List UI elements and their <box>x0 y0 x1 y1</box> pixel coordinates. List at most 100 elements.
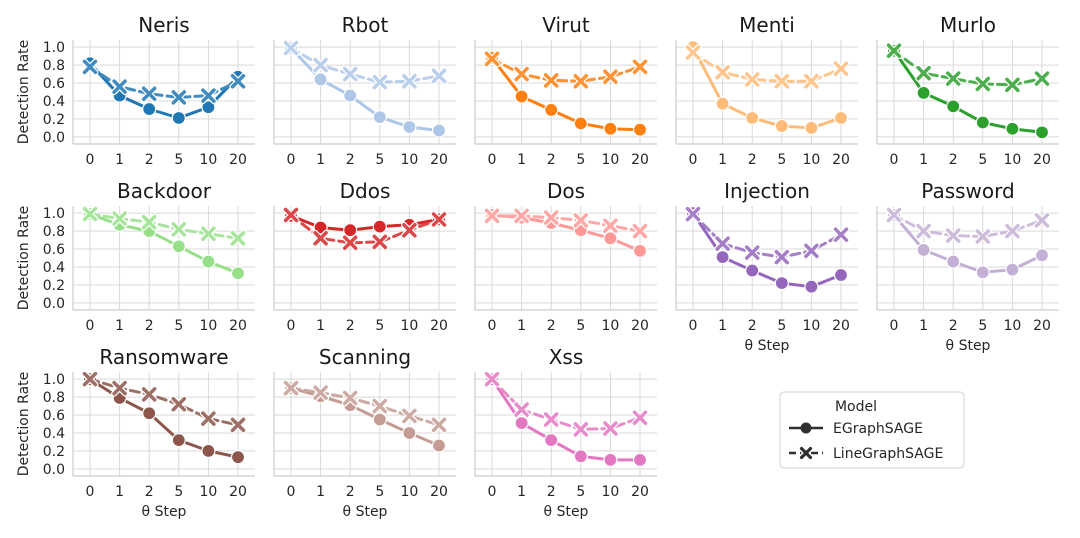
point-egraphsage <box>171 239 186 254</box>
x-tick-label: 2 <box>145 318 154 334</box>
x-marker-stroke <box>975 229 991 244</box>
panel-title: Backdoor <box>117 179 212 203</box>
x-tick-label: 0 <box>287 484 296 500</box>
x-tick-label: 5 <box>576 152 585 168</box>
point-egraphsage <box>230 450 246 465</box>
point-egraphsage <box>745 110 760 126</box>
y-tick-label: 0.0 <box>43 296 65 312</box>
x-tick-label: 5 <box>777 152 786 168</box>
x-tick-label: 2 <box>748 318 757 334</box>
legend: Model EGraphSAGE LineGraphSAGE <box>779 391 965 469</box>
x-tick-label: 0 <box>689 152 698 168</box>
x-axis-label: θ Step <box>946 338 991 354</box>
x-tick-label: 10 <box>601 318 619 334</box>
x-tick-label: 1 <box>718 318 727 334</box>
x-marker-stroke <box>431 417 447 433</box>
point-egraphsage <box>171 110 186 126</box>
point-linegraphsage <box>229 229 247 247</box>
point-linegraphsage <box>140 385 158 403</box>
x-marker-stroke <box>945 228 961 243</box>
x-tick-label: 2 <box>346 152 355 168</box>
x-marker-stroke <box>685 206 701 222</box>
panel-title: Ransomware <box>99 345 228 369</box>
x-marker-stroke <box>833 227 849 242</box>
point-linegraphsage <box>915 64 933 82</box>
point-egraphsage <box>632 452 648 467</box>
x-tick-label: 0 <box>86 318 95 334</box>
x-tick-label: 1 <box>517 318 526 334</box>
x-tick-label: 0 <box>488 318 497 334</box>
point-linegraphsage <box>312 229 330 247</box>
x-tick-label: 2 <box>748 152 757 168</box>
x-tick-label: 2 <box>547 318 556 334</box>
legend-marker-linegraphsage <box>799 446 813 460</box>
x-marker-stroke <box>1034 71 1050 86</box>
x-marker-stroke <box>774 249 790 265</box>
x-tick-label: 5 <box>174 152 183 168</box>
point-linegraphsage <box>430 416 448 434</box>
point-egraphsage <box>142 406 157 421</box>
x-marker-stroke <box>804 73 819 89</box>
point-egraphsage <box>431 123 447 138</box>
y-tick-label: 0.4 <box>43 260 65 276</box>
x-marker-stroke <box>82 371 98 387</box>
x-marker-stroke <box>230 417 246 433</box>
point-linegraphsage <box>1003 222 1021 240</box>
x-marker-stroke <box>141 86 157 102</box>
point-linegraphsage <box>282 39 300 57</box>
x-marker-stroke <box>1034 213 1050 228</box>
point-linegraphsage <box>81 58 99 76</box>
point-linegraphsage <box>572 211 590 229</box>
point-linegraphsage <box>341 234 359 252</box>
x-marker-stroke <box>431 68 447 84</box>
x-marker-stroke <box>804 243 819 259</box>
point-egraphsage <box>603 452 618 467</box>
x-marker-stroke <box>171 397 187 412</box>
point-linegraphsage <box>430 210 448 228</box>
point-linegraphsage <box>282 206 300 224</box>
y-tick-label: 0.2 <box>43 444 65 460</box>
panel-murlo: Murlo 0 1 2 5 10 20 <box>876 13 1059 168</box>
point-egraphsage <box>804 279 819 294</box>
point-linegraphsage <box>1003 76 1021 94</box>
x-marker-stroke <box>313 385 328 400</box>
x-tick-label: 20 <box>832 318 850 334</box>
x-marker-stroke <box>402 73 417 89</box>
point-linegraphsage <box>170 395 188 413</box>
x-tick-label: 10 <box>400 152 418 168</box>
x-marker-stroke <box>603 69 618 85</box>
y-tick-label: 0.2 <box>43 278 65 294</box>
point-egraphsage <box>514 416 529 431</box>
x-tick-label: 1 <box>115 318 124 334</box>
point-linegraphsage <box>743 70 761 88</box>
panel-title: Menti <box>739 13 795 37</box>
point-linegraphsage <box>542 71 560 89</box>
y-tick-label: 0.6 <box>43 408 65 424</box>
x-tick-label: 2 <box>547 484 556 500</box>
x-tick-label: 0 <box>488 484 497 500</box>
point-linegraphsage <box>542 209 560 227</box>
x-tick-label: 2 <box>949 152 958 168</box>
x-tick-label: 5 <box>777 318 786 334</box>
x-tick-label: 1 <box>316 484 325 500</box>
x-marker-stroke <box>603 421 618 436</box>
point-linegraphsage <box>631 222 649 240</box>
point-linegraphsage <box>513 65 531 83</box>
point-linegraphsage <box>140 213 158 231</box>
x-tick-label: 10 <box>802 152 820 168</box>
legend-title: Model <box>835 399 877 415</box>
point-egraphsage <box>715 96 730 111</box>
x-axis-label: θ Step <box>142 504 187 520</box>
point-egraphsage <box>1034 248 1050 263</box>
x-tick-label: 10 <box>199 152 217 168</box>
x-tick-label: 0 <box>287 152 296 168</box>
x-tick-label: 20 <box>1033 152 1051 168</box>
panel-menti: Menti 0 1 2 5 10 20 <box>675 13 858 168</box>
x-tick-label: 5 <box>375 152 384 168</box>
x-tick-label: 2 <box>949 318 958 334</box>
point-linegraphsage <box>885 206 903 224</box>
x-marker-stroke <box>484 51 500 67</box>
point-linegraphsage <box>312 56 330 74</box>
legend-frame <box>779 391 965 469</box>
x-marker-stroke <box>514 208 529 224</box>
